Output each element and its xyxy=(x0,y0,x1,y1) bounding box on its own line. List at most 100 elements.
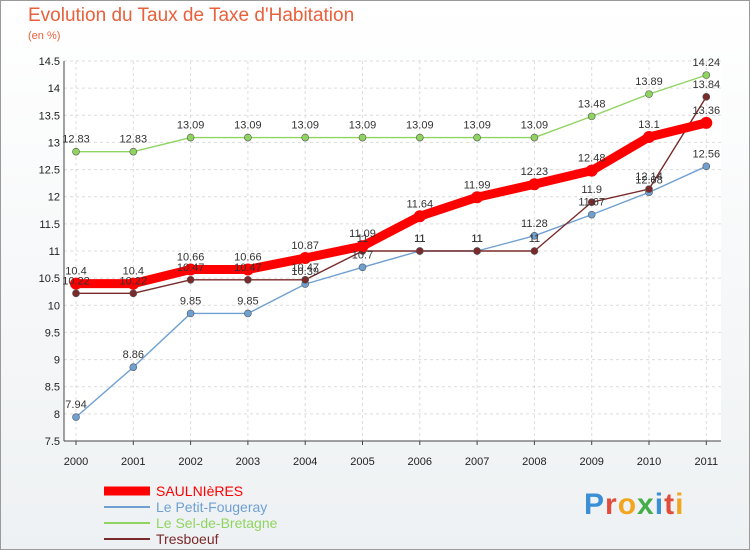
data-label: 11 xyxy=(414,233,425,245)
data-label: 10.4 xyxy=(123,266,144,278)
y-tick-label: 13 xyxy=(48,137,60,149)
data-point xyxy=(358,263,367,272)
data-point xyxy=(301,275,310,284)
y-tick-label: 14.5 xyxy=(39,56,60,68)
data-label: 10.4 xyxy=(65,266,86,278)
data-point xyxy=(186,275,195,284)
axes: 7.5 8 8.5 9 9.5 10 10.5 11 11.5 12 12.5 13 13.5 14 14.… xyxy=(39,56,721,468)
data-label: 7.94 xyxy=(65,399,86,411)
data-label: 10.87 xyxy=(291,240,319,252)
data-point xyxy=(70,277,82,290)
data-label: 14.24 xyxy=(693,57,721,69)
data-point xyxy=(244,309,252,318)
y-tick-label: 9 xyxy=(54,355,60,367)
data-point xyxy=(587,198,596,206)
data-point xyxy=(356,240,369,253)
x-tick-label: 2000 xyxy=(64,456,88,468)
x-tick-label: 2005 xyxy=(350,456,374,468)
data-point xyxy=(129,363,138,371)
data-point xyxy=(645,90,653,98)
data-point xyxy=(530,133,539,142)
data-point xyxy=(585,164,598,177)
data-label: 10.66 xyxy=(177,251,205,263)
data-point xyxy=(471,191,484,204)
y-tick-label: 9.5 xyxy=(45,327,60,339)
y-tick-label: 13.5 xyxy=(39,110,60,122)
series-line-0 xyxy=(71,118,711,289)
x-tick-label: 2004 xyxy=(293,456,317,468)
data-label: 10.66 xyxy=(234,251,262,263)
data-label: 12.48 xyxy=(578,153,606,165)
data-label: 13.09 xyxy=(521,120,549,132)
x-tick-label: 2008 xyxy=(522,456,546,468)
y-tick-label: 8.5 xyxy=(45,382,60,394)
data-point xyxy=(587,112,596,121)
y-tick-label: 11.5 xyxy=(39,219,60,231)
data-label: 13.09 xyxy=(177,120,205,132)
data-point xyxy=(186,133,195,142)
y-tick-label: 10 xyxy=(48,300,60,312)
y-tick-label: 12.5 xyxy=(39,165,60,177)
data-point xyxy=(530,247,539,255)
data-label: 11.9 xyxy=(581,184,602,196)
data-label: 9.85 xyxy=(180,295,201,307)
data-label: 10.47 xyxy=(291,262,319,274)
data-label: 12.56 xyxy=(693,148,721,160)
data-label: 13.09 xyxy=(349,120,377,132)
x-tick-label: 2001 xyxy=(121,456,145,468)
proxiti-logo: Proxiti xyxy=(584,488,685,521)
data-point xyxy=(645,185,653,193)
chart-title: Evolution du Taux de Taxe d'Habitation xyxy=(28,5,355,26)
data-label: 12.14 xyxy=(635,171,663,183)
data-point xyxy=(129,289,138,298)
data-point xyxy=(186,309,195,318)
data-label: 8.86 xyxy=(123,349,144,361)
x-tick-label: 2009 xyxy=(579,456,603,468)
data-label: 10.22 xyxy=(120,275,148,287)
data-point xyxy=(700,116,713,129)
y-tick-label: 11 xyxy=(49,246,60,258)
data-label: 11 xyxy=(357,233,368,245)
data-label: 13.09 xyxy=(463,120,491,132)
data-point xyxy=(358,133,367,142)
data-point xyxy=(72,147,80,156)
legend-label: Tresboeuf xyxy=(156,531,219,547)
y-tick-label: 8 xyxy=(54,409,60,421)
data-point xyxy=(301,133,310,142)
series-line-3 xyxy=(75,96,707,295)
legend-label: SAULNIèRES xyxy=(156,483,243,499)
data-label: 13.09 xyxy=(406,120,434,132)
data-point xyxy=(702,71,711,79)
data-point xyxy=(241,263,254,276)
data-point xyxy=(72,289,80,298)
legend-label: Le Sel-de-Bretagne xyxy=(156,515,278,531)
data-label: 13.48 xyxy=(578,98,606,110)
data-label: 11.09 xyxy=(349,228,376,240)
data-point xyxy=(587,210,596,219)
y-tick-label: 14 xyxy=(48,83,60,95)
data-point xyxy=(184,263,197,276)
data-point xyxy=(413,210,426,223)
data-point xyxy=(473,133,481,142)
data-label: 12.83 xyxy=(62,134,90,146)
data-label: 10.47 xyxy=(234,262,262,274)
data-label: 10.7 xyxy=(352,249,373,261)
data-point xyxy=(299,252,312,265)
data-point xyxy=(702,93,711,101)
series-points xyxy=(70,71,713,421)
data-point xyxy=(72,413,80,421)
legend-label: Le Petit-Fougeray xyxy=(156,499,267,515)
x-tick-label: 2010 xyxy=(637,456,661,468)
x-tick-label: 2011 xyxy=(694,456,718,468)
data-label: 12.08 xyxy=(635,174,663,186)
data-label: 12.83 xyxy=(120,134,148,146)
data-point xyxy=(127,277,140,290)
series-line-1 xyxy=(75,165,707,418)
y-tick-label: 12 xyxy=(48,192,60,204)
data-label: 13.84 xyxy=(693,79,721,91)
data-label: 11 xyxy=(414,233,425,245)
x-tick-label: 2003 xyxy=(236,456,260,468)
data-point xyxy=(528,178,541,191)
